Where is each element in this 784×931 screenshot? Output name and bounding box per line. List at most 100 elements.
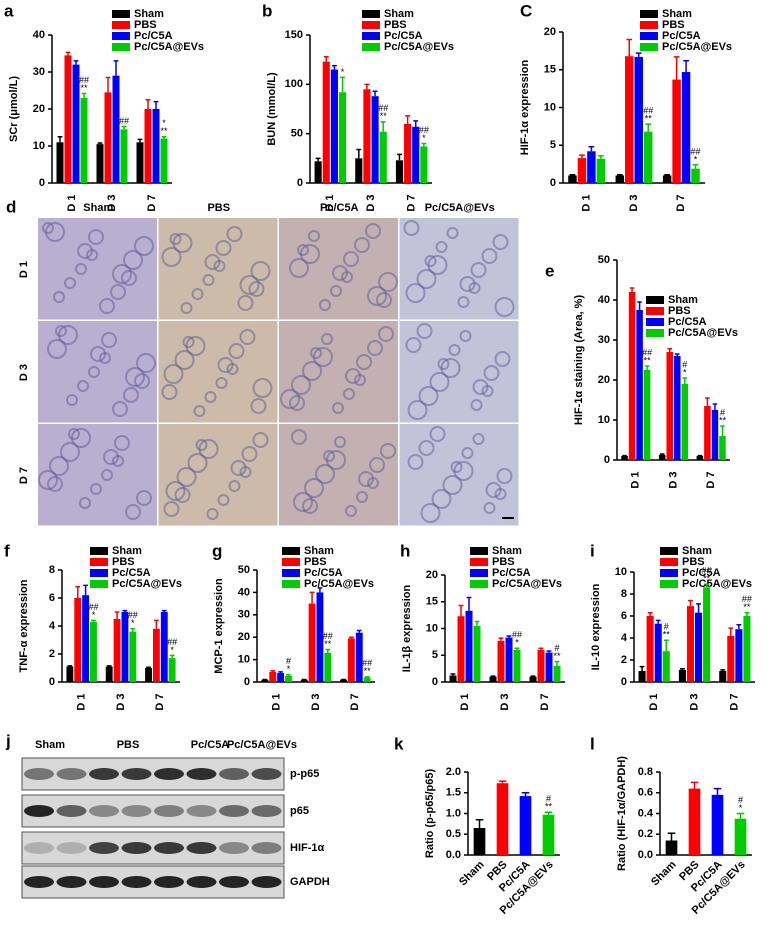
- bar: [330, 69, 338, 183]
- error-bar: [659, 453, 665, 455]
- error-bar: [169, 654, 175, 659]
- x-tick-label: D 3: [628, 194, 640, 211]
- tubule: [293, 492, 313, 512]
- significance: ##: [691, 146, 701, 156]
- band: [219, 876, 249, 888]
- tubule: [112, 401, 128, 417]
- legend-swatch: [660, 558, 678, 566]
- group-label: PBS: [117, 739, 140, 751]
- tubule: [204, 391, 217, 403]
- panel-label: l: [590, 734, 595, 753]
- tubule: [187, 453, 208, 473]
- tubule: [483, 502, 496, 514]
- significance: **: [380, 111, 388, 121]
- tubule: [110, 284, 126, 300]
- tubule: [125, 504, 141, 520]
- error-bar: [83, 584, 88, 596]
- x-tick-label: D 7: [349, 693, 361, 710]
- bar: [727, 635, 735, 682]
- y-axis-label: IL-1β expression: [401, 585, 413, 673]
- bar: [82, 595, 90, 682]
- error-bar: [323, 55, 329, 62]
- error-bar: [712, 403, 718, 410]
- bar: [152, 628, 160, 682]
- bar: [324, 652, 332, 682]
- bar: [355, 632, 363, 682]
- x-tick-label: D 1: [648, 693, 660, 710]
- significance: #: [664, 622, 669, 632]
- tubule: [88, 229, 104, 245]
- significance: #: [720, 407, 725, 417]
- legend-label: Pc/C5A@EVs: [682, 578, 752, 590]
- tubule: [378, 326, 394, 342]
- bar: [666, 352, 673, 460]
- tubule: [165, 481, 186, 501]
- panel-label: d: [6, 197, 16, 216]
- significance: **: [545, 802, 553, 812]
- tubule: [453, 461, 474, 481]
- tubule: [121, 270, 137, 286]
- tubule: [215, 377, 228, 389]
- band: [186, 876, 217, 888]
- y-tick-label: 0.6: [638, 787, 653, 799]
- x-tick-label: D 1: [76, 693, 88, 710]
- bar: [72, 64, 80, 183]
- error-bar: [679, 668, 685, 670]
- band: [24, 842, 54, 854]
- bar: [420, 146, 428, 183]
- tubule: [136, 490, 152, 506]
- legend-label: Pc/C5A@EVs: [492, 578, 562, 590]
- significance: **: [80, 83, 88, 93]
- error-bar: [286, 674, 291, 676]
- bar: [105, 666, 113, 682]
- error-bar: [91, 619, 96, 622]
- tubule: [470, 399, 483, 411]
- legend-swatch: [640, 32, 658, 40]
- tubule: [367, 340, 383, 356]
- error-bar: [579, 154, 585, 159]
- bar: [628, 292, 636, 460]
- tubule: [302, 361, 322, 381]
- tubule: [112, 455, 124, 467]
- bar: [168, 658, 176, 682]
- error-bar: [616, 173, 623, 176]
- legend-label: Sham: [134, 8, 164, 20]
- tubule: [470, 262, 487, 278]
- tubule: [418, 386, 439, 406]
- legend-swatch: [90, 558, 108, 566]
- y-tick-label: 0.2: [638, 828, 653, 840]
- y-tick-label: 0.0: [446, 849, 461, 861]
- error-bar: [490, 675, 496, 677]
- x-tick-label: D 3: [106, 194, 118, 211]
- error-bar: [145, 99, 151, 109]
- error-bar: [161, 136, 167, 139]
- x-tick-label: D 3: [115, 693, 127, 710]
- legend-label: Pc/C5A@EVs: [112, 578, 182, 590]
- bar: [269, 671, 277, 682]
- significance: *: [694, 154, 698, 164]
- legend-label: Sham: [492, 545, 522, 557]
- y-tick-label: 0: [39, 177, 45, 189]
- tubule: [241, 446, 258, 462]
- tubule: [481, 248, 498, 264]
- significance: ##: [378, 103, 388, 113]
- bar: [136, 142, 144, 183]
- tubule: [226, 363, 239, 375]
- error-bar: [122, 609, 128, 612]
- legend-label: Pc/C5A: [304, 567, 343, 579]
- y-tick-label: 50: [291, 128, 303, 140]
- error-bar: [349, 636, 354, 639]
- error-bar: [114, 611, 120, 619]
- band-label: GAPDH: [290, 876, 330, 888]
- tubule: [195, 439, 208, 451]
- significance: #: [546, 794, 551, 804]
- blot-strip: [21, 831, 285, 865]
- y-tick-label: 10: [544, 101, 556, 113]
- error-bar: [705, 397, 710, 406]
- error-bar: [475, 818, 484, 829]
- y-tick-label: 2: [621, 654, 627, 666]
- y-tick-label: 0.4: [638, 807, 654, 819]
- tubule: [134, 373, 150, 389]
- error-bar: [67, 665, 73, 667]
- legend-label: Pc/C5A: [668, 316, 707, 328]
